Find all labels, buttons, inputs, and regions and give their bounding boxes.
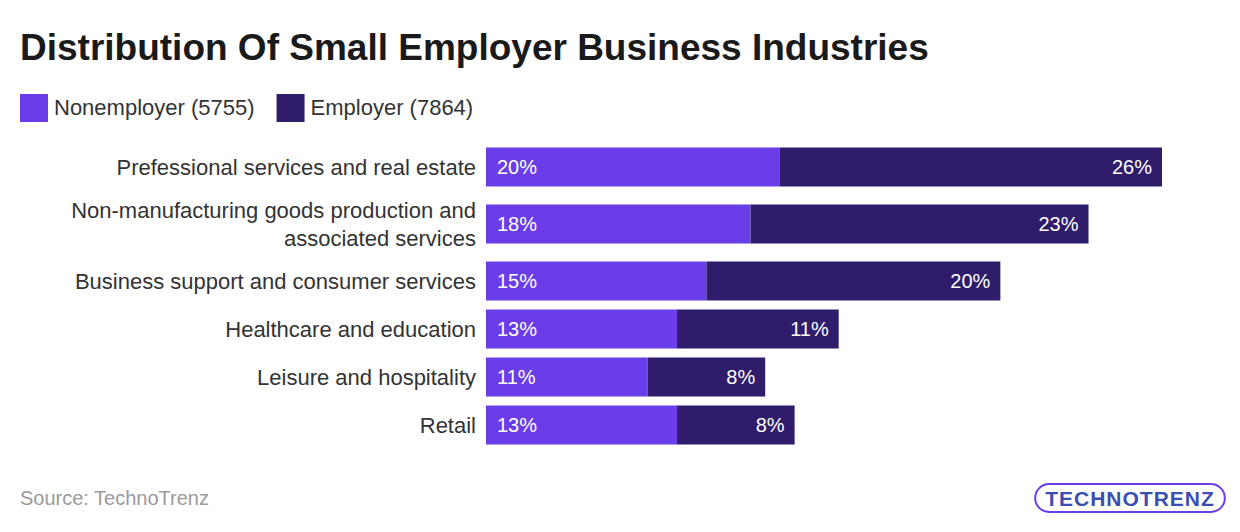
category-label: Leisure and hospitality bbox=[257, 365, 476, 390]
legend-swatch bbox=[277, 94, 305, 122]
watermark: TECHNOTRENZ bbox=[1035, 484, 1225, 512]
bar bbox=[648, 358, 766, 397]
data-label: 18% bbox=[497, 213, 537, 235]
bar bbox=[706, 262, 1000, 301]
bar bbox=[486, 148, 780, 187]
category-label: Healthcare and education bbox=[225, 317, 476, 342]
data-label: 13% bbox=[497, 318, 537, 340]
chart: Distribution Of Small Employer Business … bbox=[0, 0, 1240, 532]
bar bbox=[751, 205, 1089, 244]
category-label: Prefessional services and real estate bbox=[116, 155, 476, 180]
data-label: 15% bbox=[497, 270, 537, 292]
data-label: 11% bbox=[497, 366, 536, 388]
data-labels: 20% 18% 15% 13% 11% 13% 26% 23% 20% 11% 8% 8% bbox=[497, 156, 1152, 436]
bar bbox=[486, 310, 677, 349]
category-label: Retail bbox=[420, 413, 476, 438]
legend-label: Nonemployer (5755) bbox=[54, 95, 255, 120]
bar bbox=[486, 262, 706, 301]
data-label: 8% bbox=[726, 366, 755, 388]
legend-swatch bbox=[20, 94, 48, 122]
category-label: Non-manufacturing goods production and as… bbox=[71, 198, 476, 251]
watermark-text: TECHNOTRENZ bbox=[1045, 487, 1215, 510]
bar bbox=[780, 148, 1162, 187]
source: Source: TechnoTrenz bbox=[20, 487, 209, 509]
watermark-frame bbox=[1035, 484, 1225, 512]
bar bbox=[486, 358, 648, 397]
data-label: 8% bbox=[756, 414, 785, 436]
category-label-line: Non-manufacturing goods production and bbox=[71, 198, 476, 223]
data-label: 26% bbox=[1112, 156, 1152, 178]
category-label-line: Leisure and hospitality bbox=[257, 365, 476, 390]
bars bbox=[486, 148, 1162, 445]
category-label-line: Healthcare and education bbox=[225, 317, 476, 342]
bar bbox=[677, 310, 839, 349]
category-label-line: associated services bbox=[284, 226, 476, 251]
category-label-line: Prefessional services and real estate bbox=[116, 155, 476, 180]
bar bbox=[677, 406, 795, 445]
bar bbox=[486, 205, 751, 244]
title: Distribution Of Small Employer Business … bbox=[20, 27, 929, 68]
legend-label: Employer (7864) bbox=[311, 95, 474, 120]
data-label: 11% bbox=[790, 318, 829, 340]
data-label: 13% bbox=[497, 414, 537, 436]
data-label: 20% bbox=[950, 270, 990, 292]
category-label: Business support and consumer services bbox=[75, 269, 476, 294]
bar bbox=[486, 406, 677, 445]
category-labels: Prefessional services and real estate Non… bbox=[71, 155, 476, 438]
category-label-line: Retail bbox=[420, 413, 476, 438]
data-label: 23% bbox=[1038, 213, 1078, 235]
data-label: 20% bbox=[497, 156, 537, 178]
category-label-line: Business support and consumer services bbox=[75, 269, 476, 294]
